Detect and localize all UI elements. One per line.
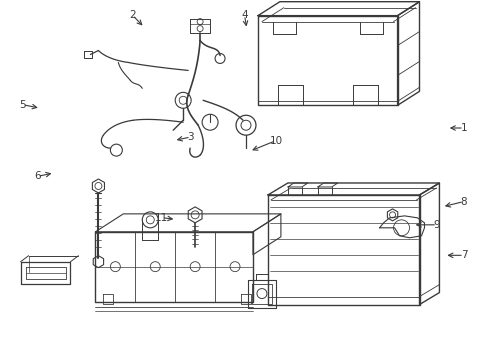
Text: 2: 2 bbox=[129, 10, 135, 20]
Text: 11: 11 bbox=[155, 213, 168, 222]
Text: 1: 1 bbox=[460, 123, 466, 133]
Text: 7: 7 bbox=[460, 250, 466, 260]
Text: 3: 3 bbox=[187, 132, 194, 142]
Text: 9: 9 bbox=[433, 220, 440, 230]
Text: 5: 5 bbox=[20, 100, 26, 110]
Text: 6: 6 bbox=[34, 171, 41, 181]
Text: 4: 4 bbox=[241, 10, 247, 20]
Text: 8: 8 bbox=[460, 197, 466, 207]
Text: 10: 10 bbox=[269, 136, 282, 145]
